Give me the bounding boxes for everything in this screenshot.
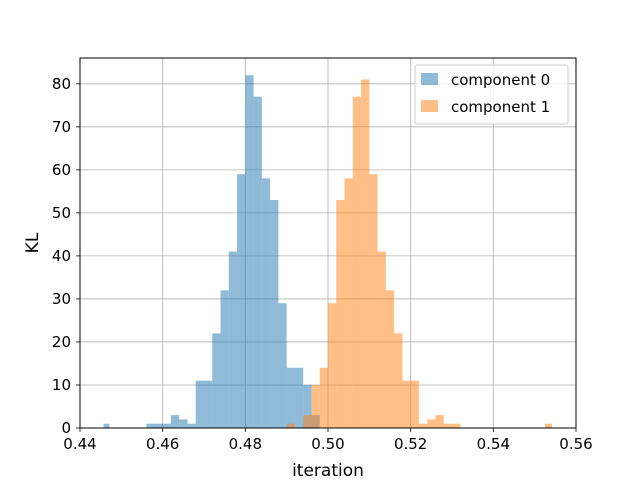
histogram-bar-component-1	[452, 423, 461, 428]
histogram-bar-component-1	[303, 415, 312, 428]
legend-swatch-component-1	[421, 100, 438, 112]
histogram-bars	[103, 75, 553, 429]
histogram-bar-component-0	[294, 367, 304, 428]
histogram-bar-component-0	[270, 199, 279, 428]
histogram-bar-component-1	[336, 199, 345, 428]
legend-swatch-component-0	[421, 73, 438, 85]
histogram-bar-component-1	[311, 384, 320, 428]
legend: component 0 component 1	[414, 64, 569, 125]
histogram-bar-component-1	[328, 303, 337, 428]
x-tick-label: 0.52	[394, 435, 427, 453]
histogram-bar-component-0	[278, 303, 287, 428]
axis-ticks: 0.44 0.46 0.48 0.50 0.52 0.54 0.56 0 10 20 30 40 50 6…	[52, 75, 593, 453]
histogram-bar-component-1	[369, 174, 378, 428]
y-tick-label: 30	[52, 290, 71, 308]
y-tick-label: 10	[52, 376, 71, 394]
histogram-bar-component-1	[410, 380, 419, 428]
legend-frame	[414, 64, 569, 125]
histogram-bar-component-1	[319, 367, 328, 428]
histogram-bar-component-1	[352, 96, 362, 428]
histogram-bar-component-1	[435, 415, 444, 428]
histogram-bar-component-0	[286, 367, 295, 428]
legend-label-component-0: component 0	[451, 71, 550, 89]
histogram-bar-component-0	[237, 174, 246, 428]
histogram-bar-component-0	[146, 423, 155, 428]
histogram-bar-component-1	[344, 178, 353, 428]
y-tick-label: 40	[52, 247, 71, 265]
histogram-bar-component-1	[427, 419, 436, 428]
x-axis-label: iteration	[292, 461, 364, 480]
histogram-bar-component-0	[253, 96, 262, 428]
y-tick-label: 0	[61, 419, 71, 437]
histogram-bar-component-0	[303, 384, 312, 428]
y-tick-label: 20	[52, 333, 71, 351]
histogram-bar-component-0	[179, 419, 188, 428]
histogram-bar-component-1	[286, 423, 295, 428]
histogram-bar-component-0	[187, 423, 196, 428]
histogram-bar-component-0	[261, 178, 271, 428]
histogram-bar-component-1	[385, 290, 395, 428]
histogram-bar-component-0	[220, 290, 229, 428]
x-tick-label: 0.54	[477, 435, 510, 453]
x-tick-label: 0.56	[559, 435, 592, 453]
histogram-bar-component-1	[418, 423, 428, 428]
histogram-bar-component-0	[103, 423, 110, 428]
y-axis-label: KL	[23, 232, 43, 253]
histogram-bar-component-0	[195, 380, 204, 428]
histogram-bar-component-1	[443, 423, 452, 428]
x-tick-label: 0.44	[63, 435, 96, 453]
histogram-bar-component-0	[204, 380, 213, 428]
y-tick-label: 50	[52, 204, 71, 222]
histogram-bar-component-0	[228, 251, 238, 428]
histogram-bar-component-0	[154, 423, 163, 428]
x-tick-label: 0.48	[229, 435, 262, 453]
histogram-bar-component-0	[212, 333, 221, 428]
histogram-bar-component-1	[377, 251, 386, 428]
histogram-bar-component-1	[545, 423, 553, 428]
histogram-bar-component-1	[394, 333, 403, 428]
x-tick-label: 0.46	[146, 435, 179, 453]
y-tick-label: 80	[52, 75, 71, 93]
x-tick-label: 0.50	[311, 435, 344, 453]
histogram-bar-component-0	[170, 415, 180, 428]
histogram-bar-component-0	[245, 75, 254, 429]
histogram-bar-component-1	[402, 380, 411, 428]
legend-label-component-1: component 1	[451, 98, 550, 116]
y-tick-label: 70	[52, 118, 71, 136]
histogram-bar-component-0	[162, 423, 171, 428]
histogram-bar-component-1	[361, 79, 370, 428]
y-tick-label: 60	[52, 161, 71, 179]
